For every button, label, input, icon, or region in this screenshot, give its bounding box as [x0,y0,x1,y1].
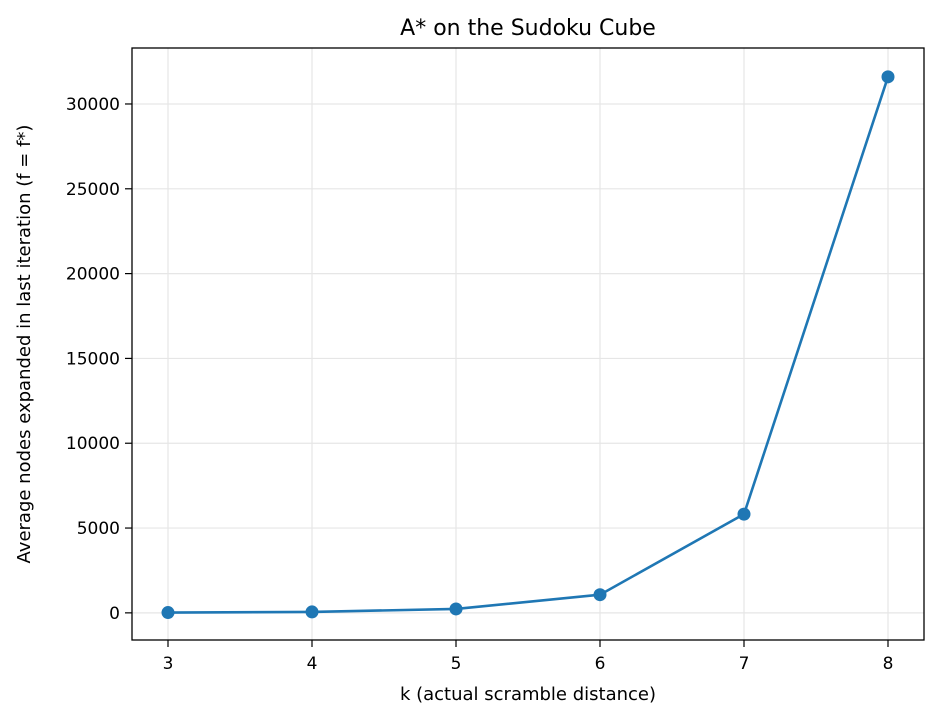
y-tick-label: 25000 [66,180,120,200]
series-layer [161,70,895,620]
data-point [881,70,895,84]
y-axis-label: Average nodes expanded in last iteration… [14,125,35,564]
grid [132,48,924,640]
data-point [161,606,175,620]
y-tick-label: 30000 [66,95,120,115]
y-tick-label: 0 [109,604,120,624]
data-point [593,588,607,602]
chart-title: A* on the Sudoku Cube [400,16,656,41]
x-tick-label: 5 [451,654,462,674]
x-tick-label: 3 [163,654,174,674]
data-point [305,605,319,619]
x-tick-label: 6 [595,654,606,674]
y-tick-label: 15000 [66,349,120,369]
data-point [449,602,463,616]
x-tick-label: 4 [307,654,318,674]
x-tick-label: 7 [739,654,750,674]
x-tick-label: 8 [883,654,894,674]
series-line [167,76,890,614]
x-axis-label: k (actual scramble distance) [400,684,656,705]
y-tick-label: 20000 [66,265,120,285]
axis-ticks: 3 4 5 6 7 8 0 5000 10000 15000 20000 25000 30000 [66,95,894,674]
data-point [737,507,751,521]
plot-frame [131,47,925,641]
y-tick-label: 5000 [77,519,120,539]
y-tick-label: 10000 [66,434,120,454]
